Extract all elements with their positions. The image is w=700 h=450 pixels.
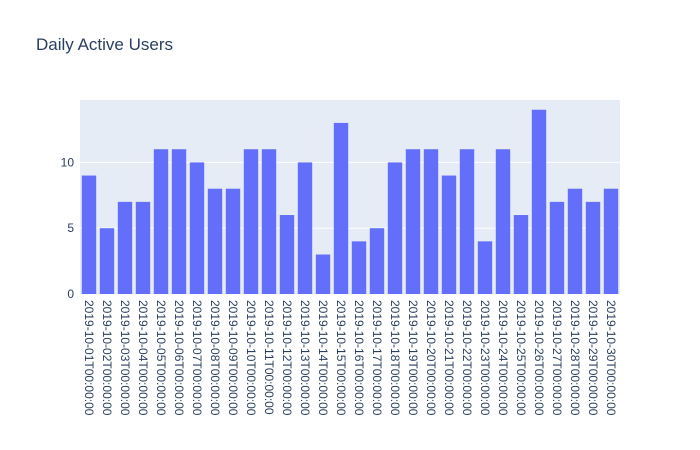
x-tick-label: 2019-10-04T00:00:00 xyxy=(136,300,150,416)
x-tick-label: 2019-10-17T00:00:00 xyxy=(370,300,384,416)
x-tick-label: 2019-10-20T00:00:00 xyxy=(424,300,438,416)
x-tick-label: 2019-10-25T00:00:00 xyxy=(514,300,528,416)
x-tick-label: 2019-10-09T00:00:00 xyxy=(226,300,240,416)
bar[interactable] xyxy=(297,162,313,294)
bar[interactable] xyxy=(531,109,547,294)
bar[interactable] xyxy=(459,149,475,294)
bar[interactable] xyxy=(405,149,421,294)
bar[interactable] xyxy=(171,149,187,294)
x-tick-label: 2019-10-11T00:00:00 xyxy=(262,300,276,415)
x-tick-label: 2019-10-12T00:00:00 xyxy=(280,300,294,416)
x-tick-label: 2019-10-29T00:00:00 xyxy=(586,300,600,416)
x-tick-label: 2019-10-23T00:00:00 xyxy=(478,300,492,416)
x-tick-label: 2019-10-13T00:00:00 xyxy=(298,300,312,416)
bar[interactable] xyxy=(567,188,583,294)
y-tick-label: 0 xyxy=(67,287,74,301)
bar[interactable] xyxy=(477,241,493,294)
x-tick-label: 2019-10-01T00:00:00 xyxy=(82,300,96,416)
bar[interactable] xyxy=(117,201,133,294)
bar[interactable] xyxy=(81,175,97,294)
bar[interactable] xyxy=(495,149,511,294)
x-tick-label: 2019-10-16T00:00:00 xyxy=(352,300,366,416)
bar[interactable] xyxy=(261,149,277,294)
y-axis-ticks: 0 5 10 xyxy=(61,155,75,301)
bar[interactable] xyxy=(423,149,439,294)
x-tick-label: 2019-10-19T00:00:00 xyxy=(406,300,420,416)
bar[interactable] xyxy=(549,201,565,294)
y-gridlines xyxy=(80,161,620,229)
x-tick-label: 2019-10-02T00:00:00 xyxy=(100,300,114,416)
x-tick-label: 2019-10-28T00:00:00 xyxy=(568,300,582,416)
x-tick-label: 2019-10-10T00:00:00 xyxy=(244,300,258,416)
bars xyxy=(81,109,619,295)
bar[interactable] xyxy=(603,188,619,294)
x-tick-label: 2019-10-15T00:00:00 xyxy=(334,300,348,416)
bar[interactable] xyxy=(585,201,601,294)
y-tick-label: 10 xyxy=(61,155,75,169)
x-tick-label: 2019-10-14T00:00:00 xyxy=(316,300,330,416)
bar[interactable] xyxy=(315,254,331,294)
x-tick-label: 2019-10-05T00:00:00 xyxy=(154,300,168,416)
bar[interactable] xyxy=(333,122,349,295)
x-tick-label: 2019-10-08T00:00:00 xyxy=(208,300,222,416)
x-tick-label: 2019-10-21T00:00:00 xyxy=(442,300,456,416)
bar[interactable] xyxy=(243,149,259,294)
x-tick-label: 2019-10-18T00:00:00 xyxy=(388,300,402,416)
bar[interactable] xyxy=(513,215,529,294)
bar[interactable] xyxy=(279,215,295,294)
bar[interactable] xyxy=(225,188,241,294)
bar[interactable] xyxy=(387,162,403,294)
x-tick-label: 2019-10-26T00:00:00 xyxy=(532,300,546,416)
plot-area xyxy=(80,100,620,294)
x-tick-label: 2019-10-03T00:00:00 xyxy=(118,300,132,416)
bar[interactable] xyxy=(189,162,205,294)
x-tick-label: 2019-10-24T00:00:00 xyxy=(496,300,510,416)
bar[interactable] xyxy=(135,201,151,294)
x-tick-label: 2019-10-06T00:00:00 xyxy=(172,300,186,416)
bar[interactable] xyxy=(369,228,385,294)
x-tick-label: 2019-10-30T00:00:00 xyxy=(604,300,618,416)
x-axis-ticks: 2019-10-01T00:00:00 2019-10-02T00:00:00 20… xyxy=(82,300,618,416)
bar[interactable] xyxy=(207,188,223,294)
chart-title: Daily Active Users xyxy=(36,35,173,54)
bar[interactable] xyxy=(351,241,367,294)
x-tick-label: 2019-10-27T00:00:00 xyxy=(550,300,564,416)
bar[interactable] xyxy=(153,149,169,294)
x-tick-label: 2019-10-07T00:00:00 xyxy=(190,300,204,416)
bar[interactable] xyxy=(441,175,457,294)
bar[interactable] xyxy=(99,228,115,294)
x-tick-label: 2019-10-22T00:00:00 xyxy=(460,300,474,416)
y-tick-label: 5 xyxy=(67,221,74,235)
